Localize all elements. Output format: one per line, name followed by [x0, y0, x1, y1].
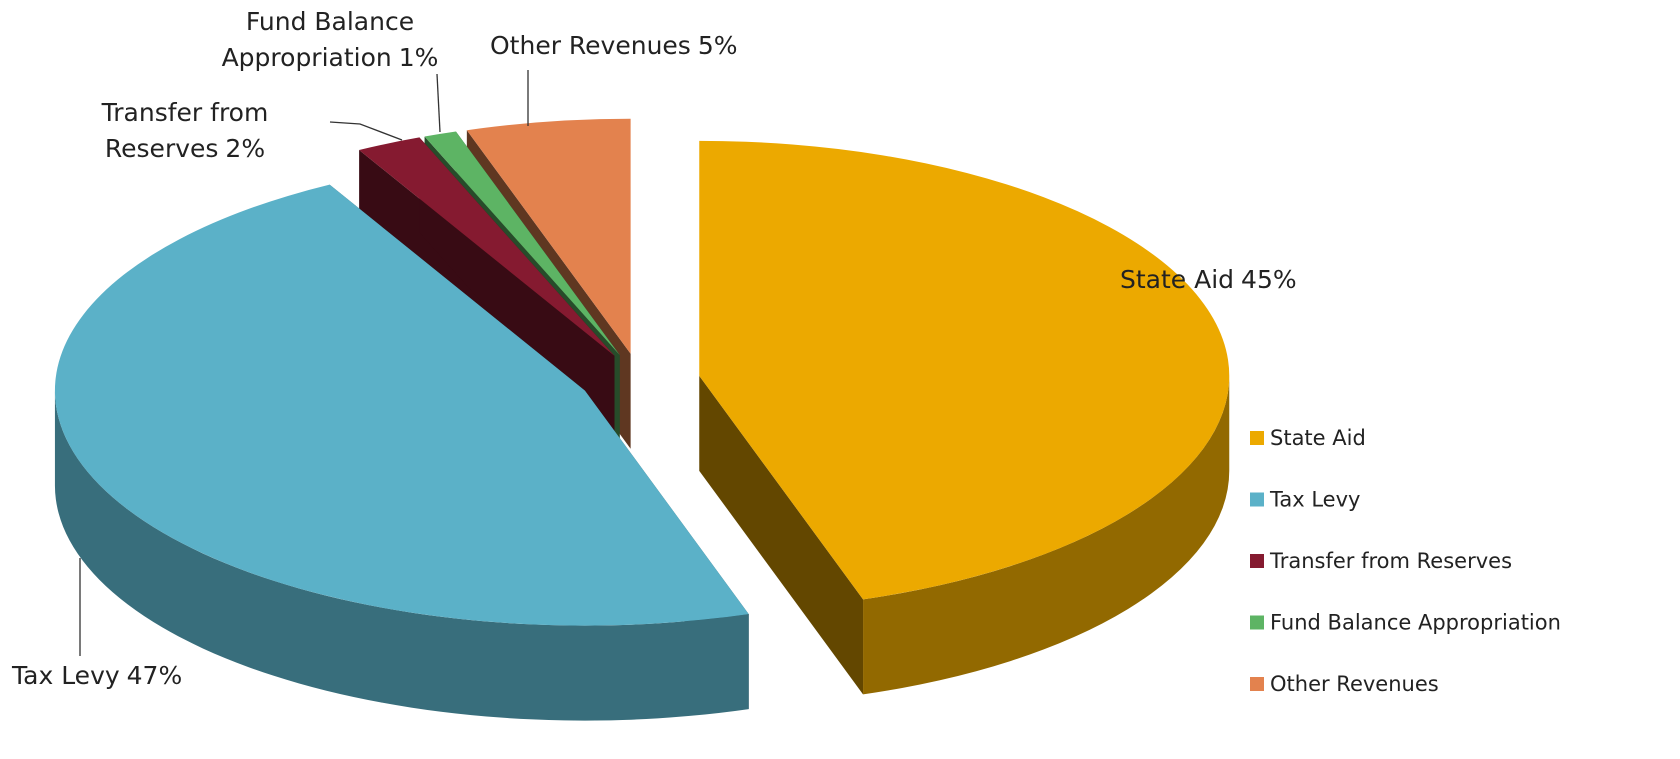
- legend-label: Fund Balance Appropriation: [1270, 611, 1561, 635]
- legend-swatch: [1250, 431, 1264, 445]
- slice-top: [359, 137, 615, 356]
- legend-swatch: [1250, 554, 1264, 568]
- value-label: 1%: [398, 43, 439, 72]
- slice-face: [699, 375, 864, 695]
- legend-swatch: [1250, 492, 1264, 507]
- value-label: 5%: [697, 31, 738, 60]
- legend-swatch: [1250, 615, 1264, 630]
- data-label: State Aid 45%: [1120, 262, 1297, 298]
- slice-top: [699, 140, 1230, 600]
- category: Transfer from Reserves: [101, 98, 269, 163]
- slice-side: [54, 390, 749, 721]
- data-label: Fund Balance Appropriation 1%: [205, 4, 455, 76]
- pie: [54, 118, 1230, 721]
- data-label: Transfer from Reserves 2%: [30, 95, 340, 167]
- value-label: 45%: [1241, 265, 1297, 294]
- category: Tax Levy: [12, 661, 120, 690]
- legend-label: Other Revenues: [1270, 672, 1439, 696]
- category: Other Revenues: [490, 31, 691, 60]
- legend-label: Tax Levy: [1269, 488, 1360, 512]
- legend: State Aid Tax Levy Transfer from Reserves F…: [1250, 426, 1561, 696]
- slice-top: [424, 131, 620, 355]
- data-label: Other Revenues 5%: [490, 28, 738, 64]
- value-label: 2%: [225, 134, 266, 163]
- category: State Aid: [1120, 265, 1235, 294]
- value-label: 47%: [126, 661, 183, 690]
- slice: [54, 184, 749, 721]
- slice-side: [863, 375, 1230, 695]
- legend-label: Transfer from Reserves: [1269, 549, 1512, 573]
- slice-top: [54, 184, 749, 626]
- legend-swatch: [1250, 677, 1264, 691]
- category: Fund Balance Appropriation: [221, 7, 415, 72]
- data-label: Tax Levy 47%: [12, 658, 182, 694]
- slice-top: [466, 118, 631, 354]
- leader-line: [329, 121, 403, 141]
- slice: [699, 140, 1230, 695]
- legend-label: State Aid: [1270, 426, 1366, 450]
- leader-line: [436, 73, 441, 133]
